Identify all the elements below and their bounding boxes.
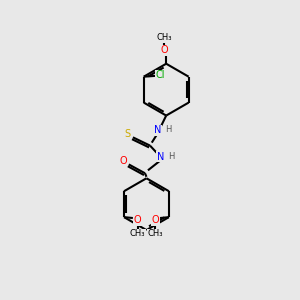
Text: S: S <box>124 129 131 139</box>
Text: N: N <box>157 152 164 162</box>
Text: Cl: Cl <box>155 70 165 80</box>
Text: O: O <box>152 215 159 225</box>
Text: CH₃: CH₃ <box>148 230 163 238</box>
Text: O: O <box>134 215 141 225</box>
Text: CH₃: CH₃ <box>130 230 145 238</box>
Text: H: H <box>168 152 174 161</box>
Text: CH₃: CH₃ <box>156 33 172 42</box>
Text: O: O <box>120 156 127 166</box>
Text: H: H <box>165 125 172 134</box>
Text: N: N <box>154 125 161 135</box>
Text: O: O <box>160 45 168 55</box>
